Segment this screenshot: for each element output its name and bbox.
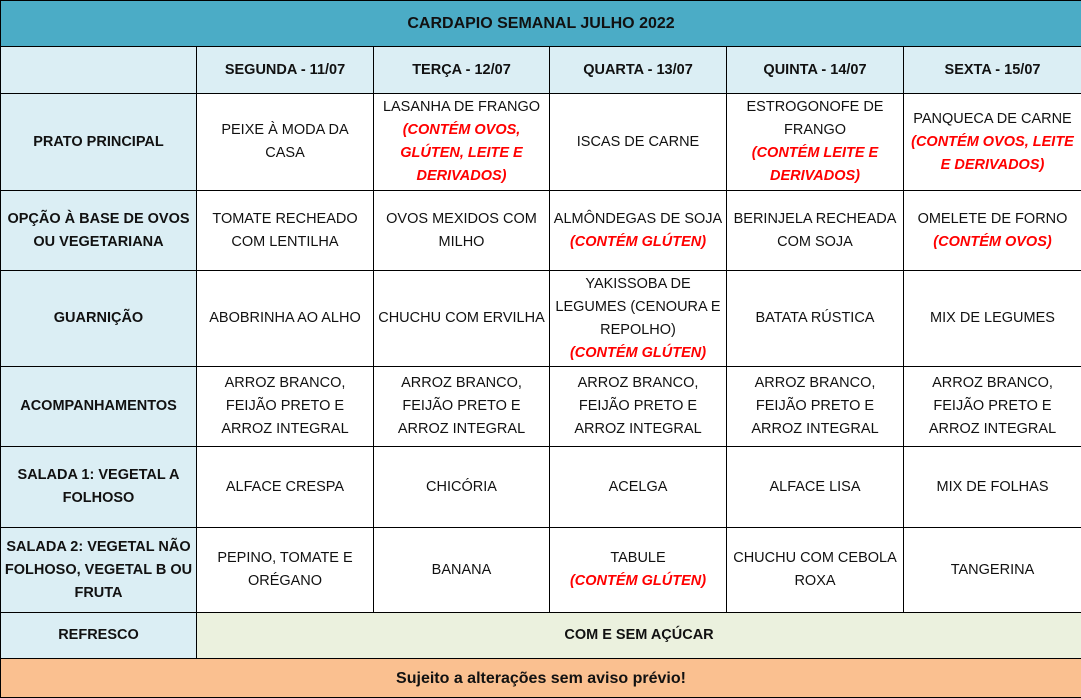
menu-cell: ARROZ BRANCO, FEIJÃO PRETO E ARROZ INTEG… (196, 366, 374, 447)
menu-cell: OVOS MEXIDOS COM MILHO (373, 190, 550, 271)
dish-name: PEIXE À MODA DA CASA (221, 122, 349, 161)
menu-cell: ABOBRINHA AO ALHO (196, 270, 374, 367)
row-label: SALADA 1: VEGETAL A FOLHOSO (0, 446, 197, 528)
dish-name: TOMATE RECHEADO COM LENTILHA (212, 210, 358, 250)
dish-name: YAKISSOBA DE LEGUMES (CENOURA E REPOLHO) (555, 275, 721, 338)
dish-name: ARROZ BRANCO, FEIJÃO PRETO E ARROZ INTEG… (221, 375, 349, 437)
dish-name: ACELGA (608, 478, 668, 495)
menu-cell: TANGERINA (903, 527, 1081, 613)
day-header: QUARTA - 13/07 (549, 46, 727, 94)
day-header: SEGUNDA - 11/07 (196, 46, 374, 94)
dish-name: CHICÓRIA (426, 478, 497, 495)
dish-name: BANANA (431, 561, 492, 578)
dish-name: CHUCHU COM CEBOLA ROXA (733, 550, 897, 589)
menu-cell: BERINJELA RECHEADA COM SOJA (726, 190, 904, 271)
allergen-warning: (CONTÉM OVOS) (933, 233, 1052, 250)
menu-cell: CHUCHU COM ERVILHA (373, 270, 550, 367)
menu-cell: TABULE (CONTÉM GLÚTEN) (549, 527, 727, 613)
menu-cell: OMELETE DE FORNO (CONTÉM OVOS) (903, 190, 1081, 271)
menu-cell: CHICÓRIA (373, 446, 550, 528)
dish-name: OMELETE DE FORNO (917, 210, 1068, 227)
menu-cell: ARROZ BRANCO, FEIJÃO PRETO E ARROZ INTEG… (903, 366, 1081, 447)
dish-name: MIX DE LEGUMES (930, 310, 1055, 326)
menu-row: SALADA 1: VEGETAL A FOLHOSO ALFACE CRESPA… (0, 446, 1081, 528)
row-label: GUARNIÇÃO (0, 270, 197, 367)
menu-cell: PEIXE À MODA DA CASA (196, 93, 374, 191)
menu-cell: ARROZ BRANCO, FEIJÃO PRETO E ARROZ INTEG… (373, 366, 550, 447)
row-label: OPÇÃO À BASE DE OVOS OU VEGETARIANA (0, 190, 197, 271)
allergen-warning: (CONTÉM OVOS, GLÚTEN, LEITE E DERIVADOS) (400, 122, 523, 184)
allergen-warning: (CONTÉM LEITE E DERIVADOS) (751, 145, 879, 184)
menu-title: CARDAPIO SEMANAL JULHO 2022 (0, 0, 1081, 47)
dish-name: ISCAS DE CARNE (576, 133, 700, 150)
menu-row: ACOMPANHAMENTOS ARROZ BRANCO, FEIJÃO PRET… (0, 366, 1081, 447)
dish-name: ALFACE CRESPA (225, 478, 345, 495)
refresco-value: COM E SEM AÇÚCAR (196, 612, 1081, 659)
footer-notice: Sujeito a alterações sem aviso prévio! (0, 658, 1081, 698)
menu-cell: PANQUECA DE CARNE (CONTÉM OVOS, LEITE E D… (903, 93, 1081, 191)
dish-name: ARROZ BRANCO, FEIJÃO PRETO E ARROZ INTEG… (928, 375, 1057, 437)
allergen-warning: (CONTÉM OVOS, LEITE E DERIVADOS) (911, 133, 1074, 173)
dish-name: ARROZ BRANCO, FEIJÃO PRETO E ARROZ INTEG… (574, 375, 702, 437)
menu-cell: ESTROGONOFE DE FRANGO (CONTÉM LEITE E DER… (726, 93, 904, 191)
dish-name: MIX DE FOLHAS (936, 478, 1049, 495)
menu-cell: ARROZ BRANCO, FEIJÃO PRETO E ARROZ INTEG… (549, 366, 727, 447)
menu-cell: MIX DE LEGUMES (903, 270, 1081, 367)
dish-name: BERINJELA RECHEADA COM SOJA (733, 210, 897, 250)
allergen-warning: (CONTÉM GLÚTEN) (569, 573, 707, 589)
corner-cell (0, 46, 197, 94)
row-label: ACOMPANHAMENTOS (0, 366, 197, 447)
day-header: TERÇA - 12/07 (373, 46, 550, 94)
menu-cell: ISCAS DE CARNE (549, 93, 727, 191)
menu-row: PRATO PRINCIPAL PEIXE À MODA DA CASA LASAN… (0, 93, 1081, 191)
allergen-warning: (CONTÉM GLÚTEN) (569, 344, 707, 361)
menu-cell: TOMATE RECHEADO COM LENTILHA (196, 190, 374, 271)
menu-cell: PEPINO, TOMATE E ORÉGANO (196, 527, 374, 613)
menu-row: GUARNIÇÃO ABOBRINHA AO ALHO CHUCHU COM ERV… (0, 270, 1081, 367)
menu-cell: ALFACE LISA (726, 446, 904, 528)
dish-name: OVOS MEXIDOS COM MILHO (386, 210, 537, 250)
row-label: PRATO PRINCIPAL (0, 93, 197, 191)
dish-name: LASANHA DE FRANGO (382, 99, 541, 115)
menu-cell: ALMÔNDEGAS DE SOJA (CONTÉM GLÚTEN) (549, 190, 727, 271)
menu-cell: LASANHA DE FRANGO (CONTÉM OVOS, GLÚTEN, L… (373, 93, 550, 191)
dish-name: ALMÔNDEGAS DE SOJA (553, 210, 723, 227)
dish-name: ESTROGONOFE DE FRANGO (746, 99, 884, 138)
dish-name: TANGERINA (950, 561, 1035, 578)
dish-name: PEPINO, TOMATE E ORÉGANO (217, 550, 353, 589)
refresco-label: REFRESCO (0, 612, 197, 659)
row-label: SALADA 2: VEGETAL NÃO FOLHOSO, VEGETAL B… (0, 527, 197, 613)
menu-row: OPÇÃO À BASE DE OVOS OU VEGETARIANA TOMAT… (0, 190, 1081, 271)
dish-name: PANQUECA DE CARNE (913, 110, 1072, 127)
dish-name: BATATA RÚSTICA (755, 310, 875, 326)
menu-cell: BANANA (373, 527, 550, 613)
menu-row: SALADA 2: VEGETAL NÃO FOLHOSO, VEGETAL B… (0, 527, 1081, 613)
menu-cell: MIX DE FOLHAS (903, 446, 1081, 528)
dish-name: CHUCHU COM ERVILHA (378, 310, 545, 326)
menu-cell: YAKISSOBA DE LEGUMES (CENOURA E REPOLHO)… (549, 270, 727, 367)
dish-name: ABOBRINHA AO ALHO (209, 310, 361, 326)
dish-name: TABULE (610, 550, 666, 566)
menu-cell: CHUCHU COM CEBOLA ROXA (726, 527, 904, 613)
dish-name: ARROZ BRANCO, FEIJÃO PRETO E ARROZ INTEG… (751, 375, 879, 437)
menu-cell: ARROZ BRANCO, FEIJÃO PRETO E ARROZ INTEG… (726, 366, 904, 447)
dish-name: ARROZ BRANCO, FEIJÃO PRETO E ARROZ INTEG… (397, 375, 526, 437)
menu-cell: BATATA RÚSTICA (726, 270, 904, 367)
day-header: SEXTA - 15/07 (903, 46, 1081, 94)
menu-cell: ALFACE CRESPA (196, 446, 374, 528)
allergen-warning: (CONTÉM GLÚTEN) (569, 233, 707, 250)
menu-cell: ACELGA (549, 446, 727, 528)
day-header: QUINTA - 14/07 (726, 46, 904, 94)
dish-name: ALFACE LISA (769, 478, 861, 495)
